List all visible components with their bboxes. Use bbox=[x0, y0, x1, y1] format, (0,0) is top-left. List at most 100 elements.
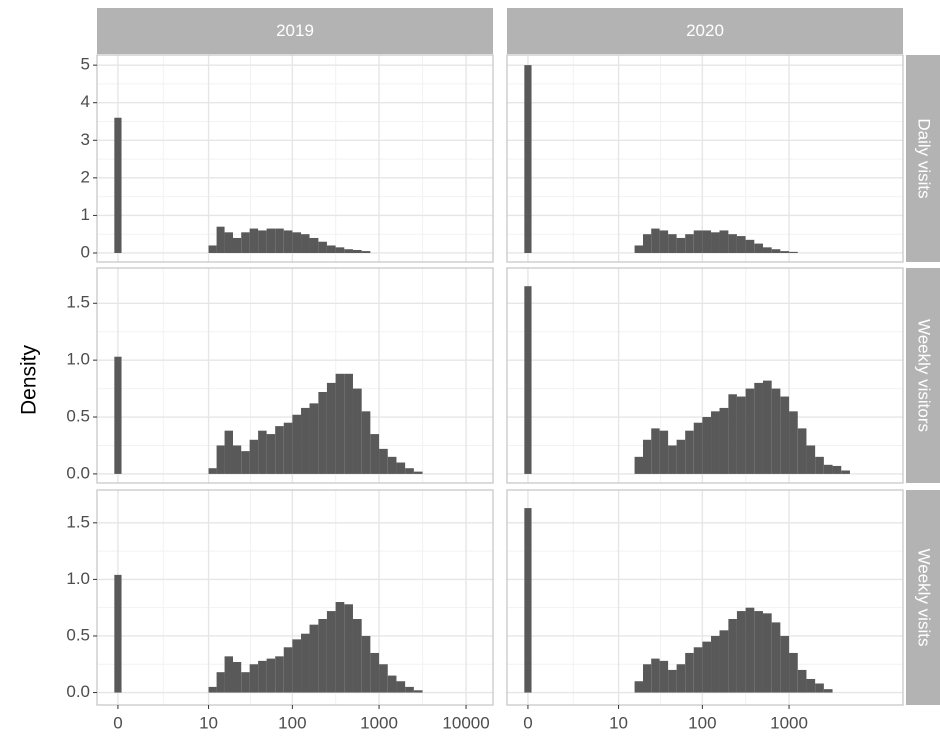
histogram-bar bbox=[702, 417, 712, 474]
histogram-bar bbox=[208, 686, 217, 693]
histogram-bar bbox=[745, 388, 755, 474]
histogram-bar bbox=[815, 683, 824, 693]
histogram-bar bbox=[361, 411, 371, 474]
histogram-bar bbox=[771, 622, 781, 693]
histogram-bar bbox=[780, 635, 790, 693]
y-tick-label: 1 bbox=[81, 205, 90, 224]
histogram-bar bbox=[728, 394, 737, 474]
histogram-bar bbox=[693, 647, 703, 693]
histogram-bar bbox=[275, 228, 284, 253]
histogram-bar bbox=[524, 65, 532, 253]
histogram-bar bbox=[258, 230, 267, 253]
histogram-bar bbox=[241, 451, 250, 474]
panel-border bbox=[506, 489, 904, 706]
histogram-bar bbox=[651, 228, 660, 253]
panel-border bbox=[506, 54, 904, 263]
histogram-bar bbox=[634, 681, 644, 693]
histogram-bar bbox=[676, 664, 686, 693]
histogram-bar bbox=[659, 660, 669, 693]
y-tick-label: 5 bbox=[81, 55, 90, 74]
histogram-bar bbox=[292, 414, 302, 474]
histogram-bar bbox=[524, 508, 532, 693]
histogram-bar bbox=[762, 613, 772, 693]
histogram-bar bbox=[685, 234, 694, 253]
x-tick-label: 0 bbox=[523, 713, 532, 732]
y-tick-label: 1.0 bbox=[66, 569, 90, 588]
histogram-bar bbox=[643, 234, 652, 253]
histogram-bar bbox=[335, 247, 345, 253]
histogram-bar bbox=[685, 652, 694, 693]
histogram-bar bbox=[224, 656, 234, 693]
histogram-bar bbox=[370, 434, 380, 474]
histogram-bar bbox=[780, 251, 790, 253]
histogram-bar bbox=[275, 656, 284, 693]
histogram-bar bbox=[283, 230, 293, 253]
histogram-bar bbox=[344, 373, 353, 474]
panel-border bbox=[506, 267, 904, 484]
histogram-bar bbox=[266, 434, 276, 474]
histogram-bar bbox=[405, 468, 414, 474]
x-tick-label: 100 bbox=[278, 713, 306, 732]
histogram-bar bbox=[693, 422, 703, 474]
row-strip-label: Daily visits bbox=[915, 118, 934, 198]
histogram-bar bbox=[719, 230, 729, 253]
histogram-bar bbox=[233, 662, 242, 693]
y-axis-label: Density bbox=[18, 344, 41, 415]
histogram-bar bbox=[823, 689, 833, 693]
histogram-bar bbox=[301, 407, 310, 474]
histogram-bar bbox=[693, 230, 703, 253]
row-strip bbox=[906, 55, 940, 262]
histogram-bar bbox=[249, 439, 259, 474]
panel-border bbox=[96, 489, 494, 706]
row-strip-label: Weekly visits bbox=[915, 549, 934, 647]
histogram-bar bbox=[249, 228, 259, 253]
panel-background bbox=[97, 55, 493, 262]
histogram-bar bbox=[643, 664, 652, 693]
histogram-bar bbox=[326, 611, 336, 693]
histogram-bar bbox=[326, 245, 336, 253]
histogram-bar bbox=[266, 228, 276, 253]
histogram-bar bbox=[736, 611, 746, 693]
histogram-bar bbox=[405, 686, 414, 693]
histogram-bar bbox=[771, 249, 781, 253]
histogram-bar bbox=[292, 639, 302, 693]
histogram-bar bbox=[789, 251, 798, 253]
histogram-bar bbox=[651, 658, 660, 693]
histogram-bar bbox=[736, 396, 746, 474]
histogram-bar bbox=[762, 247, 772, 253]
histogram-bar bbox=[233, 445, 242, 474]
histogram-bar bbox=[352, 619, 362, 693]
column-strip bbox=[507, 8, 903, 54]
histogram-bar bbox=[643, 439, 652, 474]
histogram-bar bbox=[292, 232, 302, 253]
histogram-bar bbox=[711, 411, 720, 474]
y-tick-label: 1.5 bbox=[66, 293, 90, 312]
x-tick-label: 1000 bbox=[770, 713, 808, 732]
histogram-bar bbox=[361, 251, 371, 253]
histogram-bar bbox=[361, 635, 371, 693]
histogram-bar bbox=[771, 388, 781, 474]
histogram-bar bbox=[736, 236, 746, 253]
histogram-bar bbox=[208, 468, 217, 474]
histogram-bar bbox=[413, 690, 423, 693]
column-strip-label: 2019 bbox=[276, 21, 314, 40]
panel-border bbox=[96, 54, 494, 263]
histogram-bar bbox=[797, 669, 807, 693]
histogram-bar bbox=[524, 286, 532, 474]
x-tick-label: 100 bbox=[688, 713, 716, 732]
histogram-bar bbox=[258, 660, 267, 693]
histogram-bar bbox=[249, 664, 259, 693]
histogram-bar bbox=[841, 470, 850, 474]
histogram-bar bbox=[676, 439, 686, 474]
histogram-bar bbox=[702, 230, 712, 253]
histogram-bar bbox=[318, 391, 327, 474]
histogram-bar bbox=[396, 681, 406, 693]
histogram-bar bbox=[241, 232, 250, 253]
histogram-bar bbox=[754, 382, 763, 474]
panel-border bbox=[96, 267, 494, 484]
y-tick-label: 1.0 bbox=[66, 350, 90, 369]
histogram-bar bbox=[379, 664, 388, 693]
histogram-bar bbox=[651, 428, 660, 474]
histogram-bar bbox=[832, 465, 842, 474]
histogram-bar bbox=[685, 430, 694, 474]
